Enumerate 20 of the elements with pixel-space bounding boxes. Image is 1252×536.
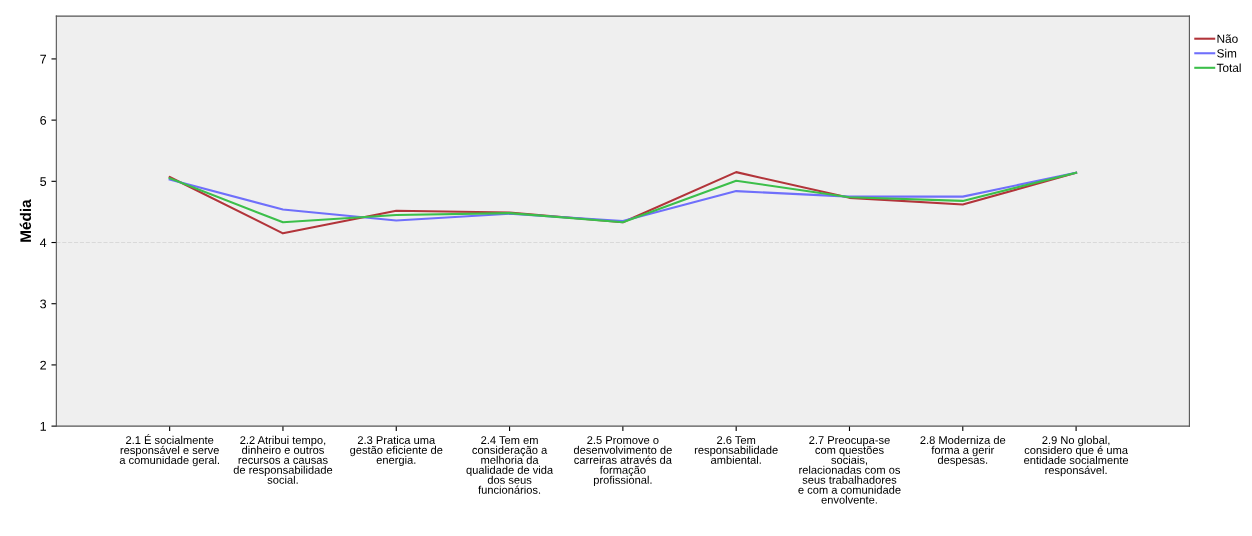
y-tick-label: 4	[39, 238, 47, 248]
y-axis-title: Média	[19, 199, 32, 242]
y-tick-label: 6	[40, 115, 47, 125]
x-tick-label: 2.3 Pratica uma gestão eficiente de energia.	[350, 435, 443, 467]
y-tick-label: 5	[40, 177, 47, 186]
x-tick-label: 2.9 No global, considero que é uma entidade socialmente responsável.	[1024, 435, 1129, 477]
y-tick-label: 7	[40, 54, 46, 64]
x-tick-label: 2.6 Tem responsabilidade ambiental.	[694, 436, 778, 464]
y-tick-label: 1	[40, 422, 47, 431]
x-tick-label: 2.7 Preocupa-se com questões sociais, relacionadas com os seus trabalhadores e com a comunidade envolvente.	[798, 436, 901, 504]
x-tick-label: 2.5 Promove o desenvolvimento de carreiras através da formação profissional.	[573, 436, 672, 487]
x-tick-label: 2.4 Tem em consideração a melhoria da qualidade de vida dos seus funcionários.	[466, 436, 554, 494]
x-tick-label: 2.2 Atribui tempo, dinheiro e outros recursos a causas de responsabilidade social.	[233, 435, 333, 484]
legend-label: Não	[1217, 34, 1238, 43]
x-tick-label: 2.8 Moderniza de forma a gerir despesas.	[920, 435, 1006, 467]
y-tick-label: 2	[40, 360, 46, 370]
legend-label: Total	[1216, 63, 1241, 73]
y-tick-label: 3	[40, 299, 47, 309]
legend-label: Sim	[1217, 48, 1237, 58]
x-tick-label: 2.1 É socialmente responsável e serve a comunidade geral.	[119, 434, 219, 467]
